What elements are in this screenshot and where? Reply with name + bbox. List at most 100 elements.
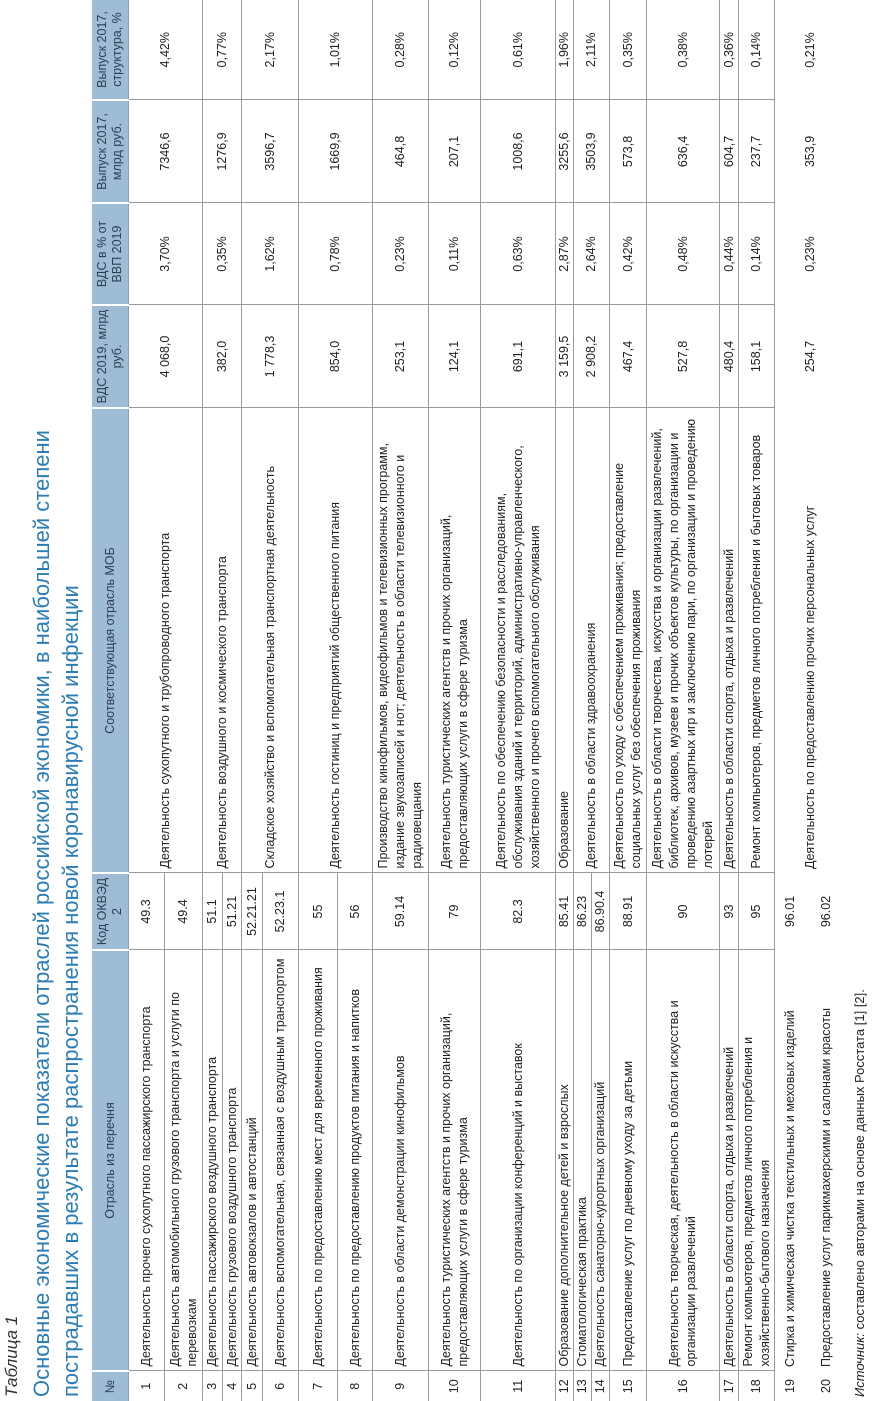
output-structure-value: 1,96%	[555, 0, 574, 100]
okved-code: 51.21	[222, 873, 242, 950]
okved-code: 56	[337, 873, 373, 950]
industry-name: Предоставление услуг парикмахерскими и с…	[819, 1007, 833, 1367]
table-row: 19 Стирка и химическая чистка текстильных…	[775, 0, 817, 1401]
row-number: 12	[555, 1371, 574, 1401]
output-2017-value: 464,8	[372, 100, 429, 203]
output-structure-value: 2,11%	[573, 0, 610, 100]
source-text: составлено авторами на основе данных Рос…	[852, 989, 867, 1333]
output-structure-value: 0,36%	[719, 0, 739, 100]
row-number: 17	[719, 1371, 739, 1401]
industry-name: Деятельность по предоставлению мест для …	[298, 950, 338, 1371]
row-number: 13	[573, 1371, 592, 1401]
output-structure-value: 2,17%	[241, 0, 299, 100]
okved-code: 51.1	[202, 873, 223, 950]
gva-pct-gdp-value: 2,87%	[555, 203, 574, 305]
header-industry: Отрасль из перечня	[92, 950, 129, 1371]
industry-name: Деятельность санаторно-курортных организ…	[591, 950, 610, 1371]
table-row: 13 Стоматологическая практика 86.23 Деятель…	[573, 0, 610, 1401]
table-row: 5 Деятельность автовокзалов и автостанций…	[241, 0, 299, 1401]
source-label: Источник:	[852, 1333, 867, 1397]
okved-code: 49.3	[128, 873, 165, 950]
header-row: № Отрасль из перечня Код ОКВЭД 2 Соответ…	[92, 0, 129, 1401]
okved-code: 96.02	[819, 895, 833, 928]
header-output-structure: Выпуск 2017, структура, %	[92, 0, 129, 100]
table-caption: Таблица 1	[2, 1315, 21, 1397]
row-number: 2	[164, 1371, 203, 1401]
row-number: 8	[337, 1371, 373, 1401]
row-number: 5	[241, 1371, 263, 1401]
gva-2019-value: 382,0	[202, 305, 242, 408]
gva-pct-gdp-value: 0,35%	[202, 203, 242, 305]
gva-2019-value: 158,1	[738, 305, 775, 408]
gva-pct-gdp-value: 0,11%	[428, 203, 481, 305]
source-note: Источник: составлено авторами на основе …	[852, 989, 867, 1397]
industry-name: Ремонт компьютеров, предметов личного по…	[738, 950, 775, 1371]
industry-name: Деятельность по предоставлению продуктов…	[337, 950, 373, 1371]
output-structure-value: 1,01%	[298, 0, 373, 100]
mob-industry: Деятельность по обеспечению безопасности…	[480, 408, 556, 873]
header-output-2017: Выпуск 2017, млрд руб.	[92, 100, 129, 203]
output-2017-value: 1276,9	[202, 100, 242, 203]
mob-industry: Деятельность сухопутного и трубопроводно…	[128, 408, 203, 873]
industry-name: Предоставление услуг по дневному уходу з…	[609, 950, 647, 1371]
row-number: 11	[480, 1371, 556, 1401]
okved-code: 52.23.1	[262, 873, 299, 950]
table-body: 1 Деятельность прочего сухопутного пассаж…	[128, 0, 847, 1401]
gva-pct-gdp-value: 1,62%	[241, 203, 299, 305]
industry-name: Деятельность туристических агентств и пр…	[428, 950, 481, 1371]
mob-industry: Деятельность в области творчества, искус…	[646, 408, 720, 873]
table-row: 18 Ремонт компьютеров, предметов личного …	[738, 0, 775, 1401]
mob-industry: Производство кинофильмов, видеофильмов и…	[372, 408, 429, 873]
mob-industry: Деятельность гостиниц и предприятий обще…	[298, 408, 373, 873]
table-row: 10 Деятельность туристических агентств и …	[428, 0, 481, 1401]
data-table: № Отрасль из перечня Код ОКВЭД 2 Соответ…	[92, 0, 847, 1401]
row-number: 20	[819, 1379, 833, 1393]
industry-name: Деятельность вспомогательная, связанная …	[262, 950, 299, 1371]
table-row: 17 Деятельность в области спорта, отдыха …	[719, 0, 739, 1401]
table-row: 1 Деятельность прочего сухопутного пассаж…	[128, 0, 203, 1401]
output-2017-value: 353,9	[803, 135, 818, 168]
gva-pct-gdp-value: 0,42%	[609, 203, 647, 305]
gva-2019-value: 691,1	[480, 305, 556, 408]
mob-industry: Деятельность по уходу с обеспечением про…	[609, 408, 647, 873]
industry-name: Деятельность прочего сухопутного пассажи…	[128, 950, 165, 1371]
header-number: №	[92, 1371, 129, 1401]
gva-pct-gdp-value: 0,23%	[803, 236, 818, 272]
output-2017-value: 1669,9	[298, 100, 373, 203]
okved-code: 49.4	[164, 873, 203, 950]
row-number: 19	[783, 1379, 798, 1393]
output-structure-value: 0,35%	[609, 0, 647, 100]
row-number: 1	[128, 1371, 165, 1401]
industry-name: Деятельность по организации конференций …	[480, 950, 556, 1371]
output-structure-value: 0,12%	[428, 0, 481, 100]
output-2017-value: 7346,6	[128, 100, 203, 203]
okved-code: 96.01	[783, 895, 798, 928]
industry-name: Деятельность автомобильного грузового тр…	[164, 950, 203, 1371]
gva-pct-gdp-value: 0,78%	[298, 203, 373, 305]
gva-2019-value: 3 159,5	[555, 305, 574, 408]
industry-name: Деятельность грузового воздушного трансп…	[222, 950, 242, 1371]
table-row: 3 Деятельность пассажирского воздушного т…	[202, 0, 242, 1401]
mob-industry: Складское хозяйство и вспомогательная тр…	[241, 408, 299, 873]
row-number: 15	[609, 1371, 647, 1401]
output-structure-value: 4,42%	[128, 0, 203, 100]
mob-industry: Деятельность воздушного и космического т…	[202, 408, 242, 873]
gva-pct-gdp-value: 0,63%	[480, 203, 556, 305]
mob-industry: Деятельность в области спорта, отдыха и …	[719, 408, 739, 873]
okved-code: 88.91	[609, 873, 647, 950]
okved-code: 55	[298, 873, 338, 950]
row-number: 14	[591, 1371, 610, 1401]
gva-2019-value: 254,7	[803, 340, 818, 373]
output-2017-value: 3255,6	[555, 100, 574, 203]
table-row: 9 Деятельность в области демонстрации кин…	[372, 0, 429, 1401]
okved-code: 79	[428, 873, 481, 950]
okved-code: 86.90.4	[591, 873, 610, 950]
gva-pct-gdp-value: 0,14%	[738, 203, 775, 305]
output-2017-value: 604,7	[719, 100, 739, 203]
mob-industry: Образование	[555, 408, 574, 873]
industry-name: Деятельность пассажирского воздушного тр…	[202, 950, 223, 1371]
output-2017-value: 573,8	[609, 100, 647, 203]
output-structure-value: 0,21%	[803, 32, 818, 68]
row-number: 6	[262, 1371, 299, 1401]
okved-code: 52.21.21	[241, 873, 263, 950]
